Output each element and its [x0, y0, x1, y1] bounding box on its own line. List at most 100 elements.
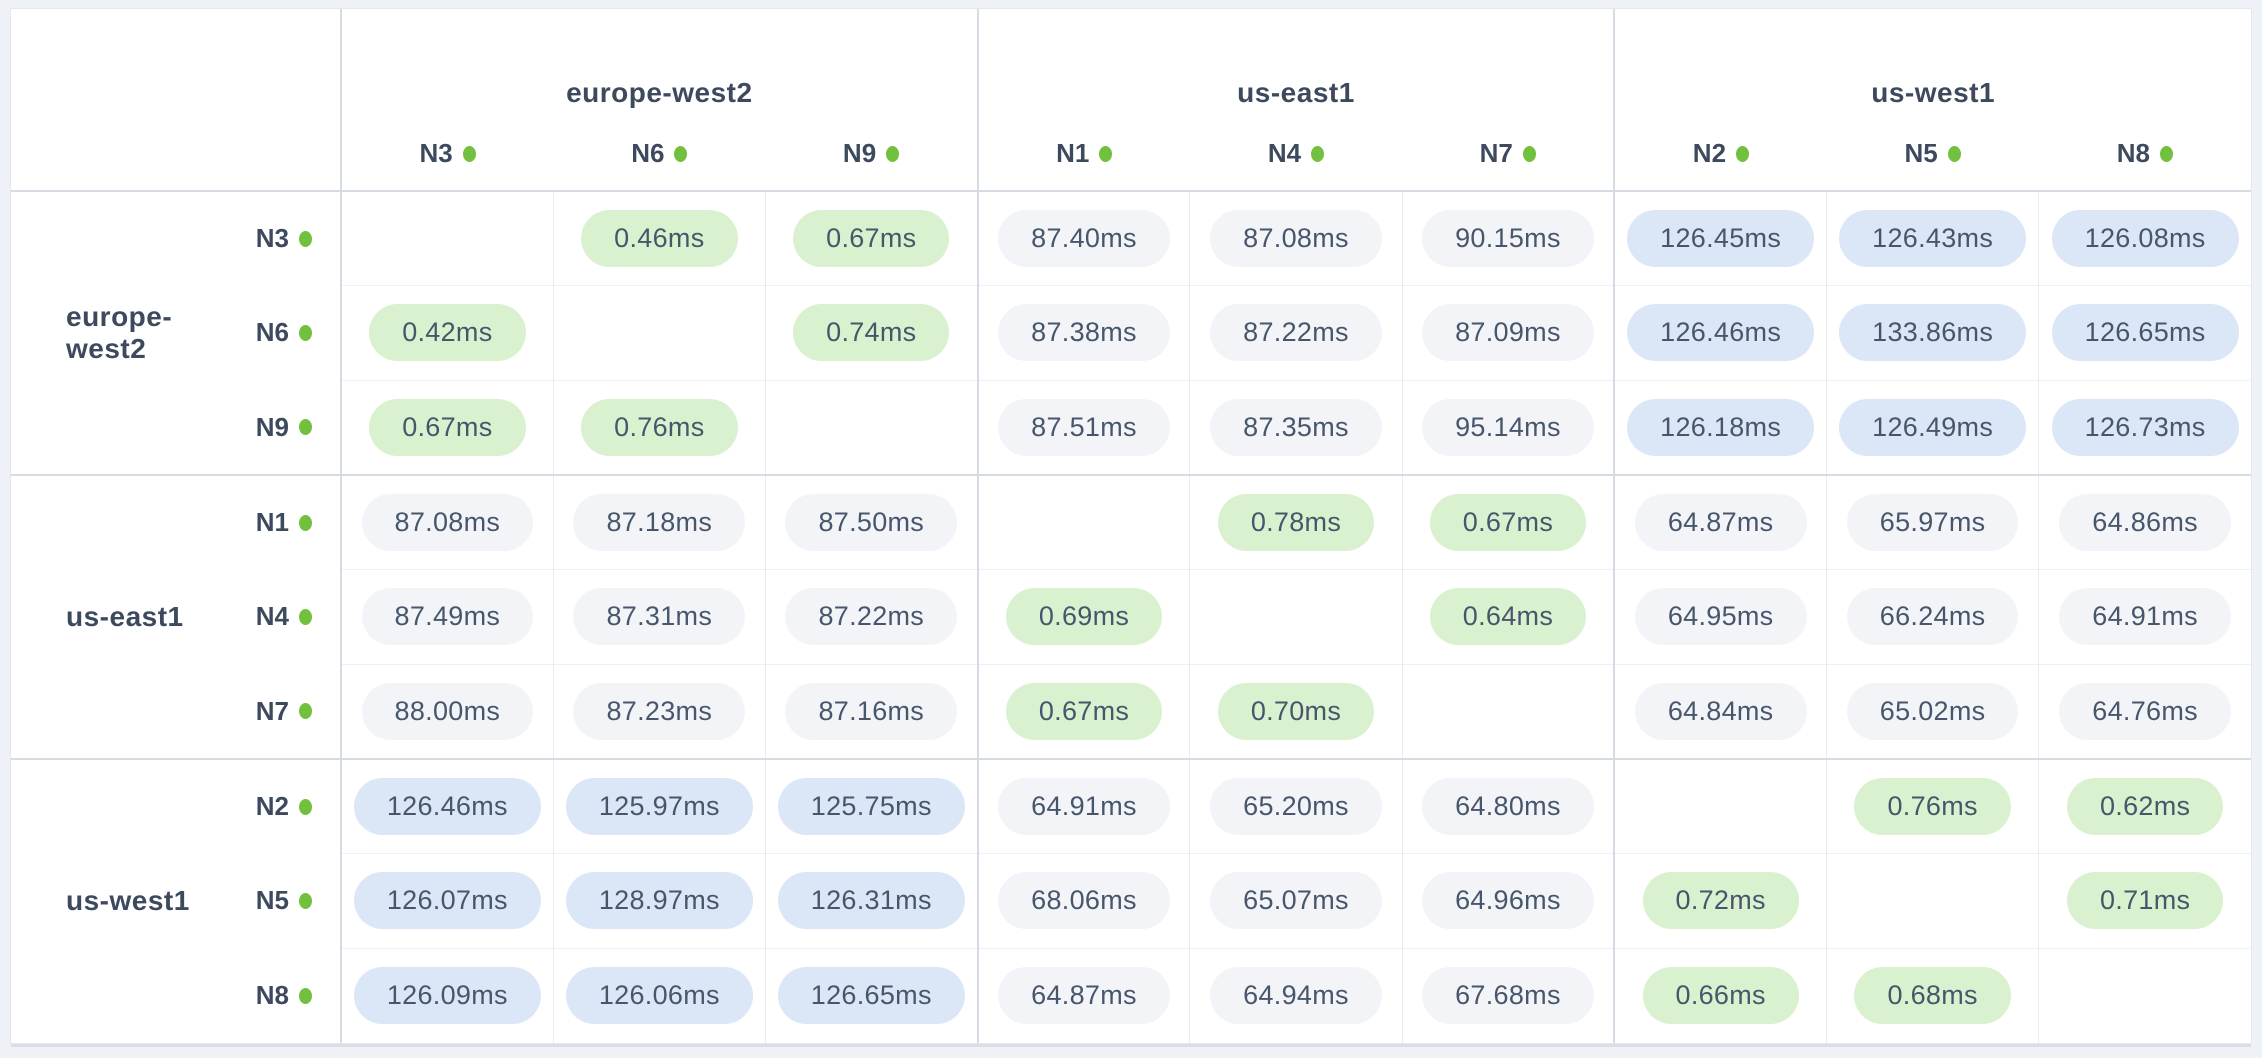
- column-node-header: N7: [1402, 125, 1614, 191]
- status-dot-icon: [1099, 145, 1113, 162]
- node-label: N2: [1692, 138, 1727, 168]
- latency-value-pill: 126.07ms: [353, 872, 541, 930]
- table-row: us-east1 N1 87.08ms 87.18ms 87.50ms 0.78ms 0.6…: [11, 473, 2251, 759]
- status-dot-icon: [2160, 145, 2173, 162]
- latency-cell: 65.97ms: [1826, 473, 2039, 570]
- latency-value-pill: 126.46ms: [1627, 304, 1815, 362]
- status-dot-icon: [674, 145, 688, 162]
- latency-cell: 87.08ms: [339, 473, 554, 570]
- node-chip: N6: [256, 317, 312, 348]
- latency-cell: 126.73ms: [2038, 379, 2251, 475]
- status-dot-icon: [299, 230, 312, 247]
- status-dot-icon: [299, 419, 312, 436]
- latency-value-pill: 0.67ms: [369, 398, 526, 456]
- latency-cell: 64.76ms: [2038, 663, 2251, 759]
- latency-cell: 65.07ms: [1189, 853, 1403, 949]
- node-chip: N2: [1692, 138, 1750, 169]
- latency-cell: 126.65ms: [2038, 285, 2251, 381]
- latency-value-pill: 64.87ms: [998, 967, 1170, 1025]
- latency-value-pill: 67.68ms: [1422, 967, 1594, 1025]
- latency-cell: 126.45ms: [1613, 190, 1827, 286]
- latency-value-pill: 0.67ms: [1005, 682, 1163, 740]
- latency-value-pill: 126.18ms: [1627, 398, 1815, 456]
- latency-cell: 64.94ms: [1189, 947, 1403, 1043]
- latency-cell: 0.67ms: [1401, 473, 1615, 570]
- latency-cell: 87.22ms: [764, 569, 978, 665]
- latency-cell: 0.46ms: [552, 190, 766, 286]
- latency-value-pill: 87.22ms: [1210, 304, 1382, 362]
- latency-cell: 126.49ms: [1826, 379, 2039, 475]
- status-dot-icon: [299, 324, 312, 341]
- node-chip: N5: [1905, 138, 1961, 169]
- latency-value-pill: 65.20ms: [1210, 778, 1382, 836]
- latency-value-pill: 126.49ms: [1839, 398, 2027, 456]
- latency-cell: 0.68ms: [1826, 947, 2039, 1043]
- latency-cell: 66.24ms: [1826, 569, 2039, 665]
- latency-cell: 87.31ms: [552, 569, 766, 665]
- region-title: us-west1: [1871, 77, 1996, 108]
- node-chip: N3: [419, 138, 476, 169]
- latency-value-pill: 66.24ms: [1846, 588, 2019, 646]
- latency-value-pill: 87.16ms: [785, 682, 958, 740]
- row-node-header: N3: [211, 190, 341, 286]
- row-node-header: N5: [211, 854, 341, 949]
- latency-value-pill: 126.46ms: [353, 778, 541, 836]
- latency-value-pill: 0.64ms: [1429, 588, 1587, 646]
- latency-value-pill: 65.97ms: [1846, 494, 2019, 552]
- region-header-row: europe-west2 us-east1 us-west1: [11, 9, 2251, 125]
- latency-value-pill: 64.91ms: [998, 778, 1170, 836]
- status-dot-icon: [886, 145, 900, 162]
- latency-cell: 64.96ms: [1401, 853, 1615, 949]
- latency-cell: 68.06ms: [976, 853, 1190, 949]
- table-row: us-west1 N2 126.46ms 125.97ms 125.75ms 64.91m…: [11, 757, 2251, 1043]
- node-label: N7: [255, 695, 289, 726]
- column-node-header: N8: [2039, 125, 2251, 191]
- table-row: N9 0.67ms 0.76ms 87.51ms 87.35ms 95.14ms 126.1…: [11, 379, 2251, 475]
- node-label: N2: [255, 791, 289, 822]
- region-column-header: us-west1: [1613, 9, 2251, 125]
- latency-value-pill: 87.35ms: [1210, 398, 1382, 456]
- node-label: N9: [842, 138, 877, 168]
- latency-value-pill: 126.65ms: [2051, 304, 2239, 362]
- table-row: N8 126.09ms 126.06ms 126.65ms 64.87ms 64.94ms…: [11, 947, 2251, 1043]
- self-latency-cell: [339, 190, 554, 286]
- node-label: N5: [255, 885, 289, 916]
- latency-value-pill: 64.80ms: [1422, 778, 1594, 836]
- row-node-header: N6: [211, 286, 341, 381]
- latency-value-pill: 126.09ms: [353, 967, 541, 1025]
- node-label: N7: [1479, 138, 1513, 168]
- latency-matrix-card: europe-west2 us-east1 us-west1 N3 N6 N9 N1 N4 N7…: [10, 8, 2252, 1044]
- latency-cell: 64.91ms: [2038, 569, 2251, 665]
- latency-cell: 64.95ms: [1613, 569, 1827, 665]
- latency-cell: 126.43ms: [1826, 190, 2039, 286]
- status-dot-icon: [299, 798, 312, 815]
- latency-value-pill: 0.72ms: [1642, 872, 1799, 930]
- column-node-header: N6: [553, 125, 765, 191]
- region-title: us-east1: [1237, 77, 1355, 108]
- latency-value-pill: 64.76ms: [2059, 682, 2231, 740]
- node-chip: N8: [256, 980, 312, 1011]
- column-node-header: N1: [976, 125, 1190, 191]
- latency-cell: 126.09ms: [339, 947, 554, 1043]
- latency-cell: 126.08ms: [2038, 190, 2251, 286]
- latency-cell: 0.64ms: [1401, 569, 1615, 665]
- latency-value-pill: 64.87ms: [1634, 494, 1807, 552]
- latency-value-pill: 87.49ms: [361, 588, 534, 646]
- latency-cell: 87.40ms: [976, 190, 1190, 286]
- row-node-header: N9: [211, 380, 341, 475]
- latency-value-pill: 87.22ms: [785, 588, 958, 646]
- latency-cell: 0.69ms: [976, 569, 1190, 665]
- node-label: N1: [255, 507, 289, 538]
- latency-cell: 133.86ms: [1826, 285, 2039, 381]
- latency-value-pill: 125.75ms: [777, 778, 965, 836]
- node-label: N5: [1904, 138, 1938, 168]
- column-node-header: N5: [1827, 125, 2039, 191]
- latency-value-pill: 64.91ms: [2059, 588, 2231, 646]
- latency-cell: 125.75ms: [764, 757, 978, 854]
- node-chip: N6: [631, 138, 688, 169]
- latency-value-pill: 87.40ms: [998, 210, 1170, 268]
- column-node-header: N3: [339, 125, 554, 191]
- latency-value-pill: 126.06ms: [565, 967, 753, 1025]
- region-row-label: europe-west2: [11, 190, 211, 475]
- latency-cell: 90.15ms: [1401, 190, 1615, 286]
